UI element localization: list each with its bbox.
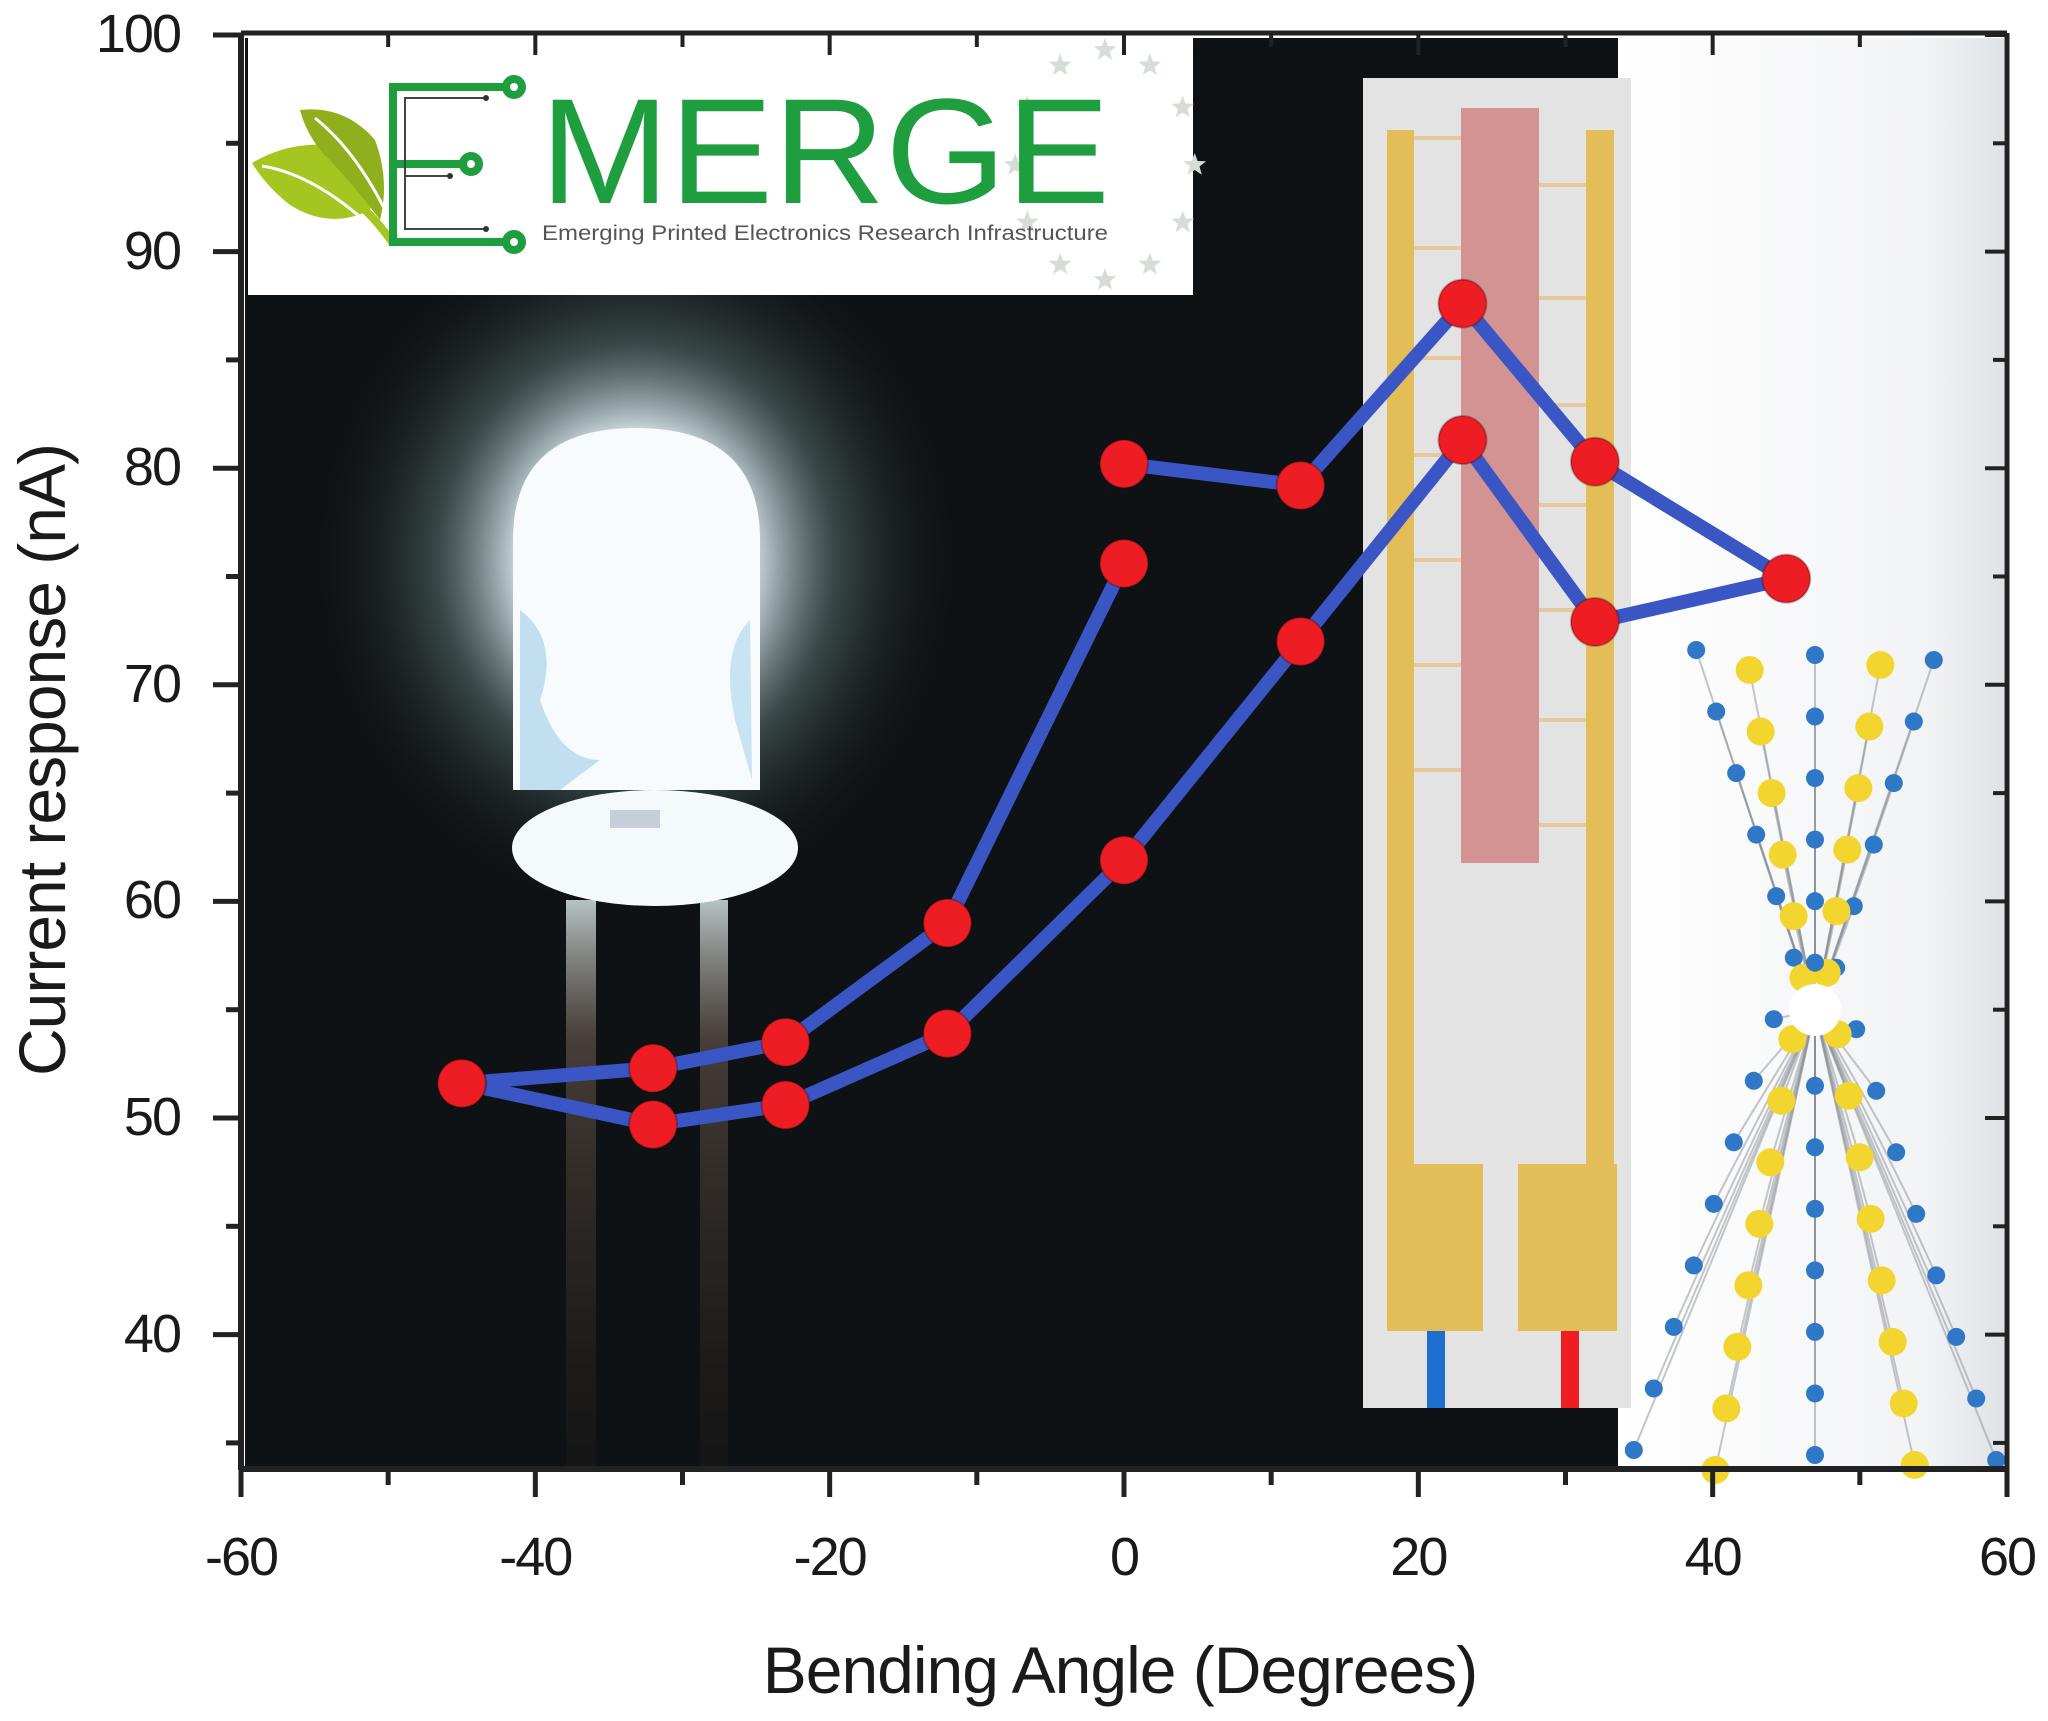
star-icon <box>1171 95 1195 118</box>
axis-ticks <box>213 32 2010 1497</box>
circuit-e-icon <box>389 75 526 254</box>
x-tick-label: -20 <box>793 1527 868 1587</box>
led-leg-right <box>700 900 728 1468</box>
crystal-background <box>1618 38 2004 1468</box>
led-rim <box>512 790 798 906</box>
star-icon <box>1015 95 1039 118</box>
y-tick-label: 100 <box>95 4 182 64</box>
leaf-icon <box>300 109 384 220</box>
data-point-marker <box>1569 436 1620 487</box>
data-point-marker <box>1275 460 1326 511</box>
emerge-logo: MERGE Emerging Printed Electronics Resea… <box>248 38 1207 295</box>
logo-brand-text: MERGE <box>540 67 1110 235</box>
led-dome <box>513 428 760 790</box>
logo-subtitle: Emerging Printed Electronics Research In… <box>542 222 1108 245</box>
sensor-strip <box>1363 78 1631 1408</box>
y-tick-label: 60 <box>123 870 182 931</box>
led-leg-left <box>566 900 596 1468</box>
x-tick-label: 60 <box>1978 1527 2037 1587</box>
wire-negative <box>1427 1331 1445 1408</box>
contact-pad-left <box>1387 1164 1483 1331</box>
y-tick-label: 90 <box>123 220 182 281</box>
star-icon <box>1048 53 1072 76</box>
star-icon <box>1171 210 1195 233</box>
star-icon <box>1183 153 1207 175</box>
y-tick-label: 50 <box>123 1087 182 1147</box>
data-point-marker <box>628 1043 679 1094</box>
electrode-right <box>1586 130 1614 1170</box>
data-point-marker <box>1761 553 1812 604</box>
data-point-marker <box>922 1008 973 1059</box>
star-icon <box>1138 53 1162 76</box>
crystal-structure <box>1624 641 2006 1484</box>
x-tick-label: 0 <box>1109 1527 1140 1587</box>
data-series <box>436 278 1812 1150</box>
x-tick-label: -60 <box>204 1527 279 1587</box>
data-point-marker <box>1099 835 1149 886</box>
data-point-marker <box>1275 616 1326 667</box>
eu-stars <box>1003 38 1207 290</box>
electrode-left <box>1387 130 1414 1170</box>
star-icon <box>1048 252 1072 275</box>
contact-pad-right <box>1518 1164 1617 1331</box>
x-tick-label: 40 <box>1684 1527 1743 1587</box>
data-point-marker <box>760 1017 811 1068</box>
data-point-marker <box>1099 538 1149 589</box>
data-point-marker <box>436 1058 487 1109</box>
star-icon <box>1093 268 1117 290</box>
data-point-marker <box>1437 278 1488 329</box>
data-point-marker <box>1099 438 1149 489</box>
data-point-marker <box>760 1080 811 1131</box>
star-icon <box>1003 153 1027 175</box>
x-axis-title: Bending Angle (Degrees) <box>762 1633 1478 1707</box>
data-point-marker <box>628 1099 679 1150</box>
star-icon <box>1138 252 1162 275</box>
x-tick-label: -40 <box>499 1527 573 1587</box>
data-point-marker <box>922 898 973 949</box>
y-tick-label: 70 <box>123 653 182 714</box>
wire-positive <box>1561 1331 1579 1408</box>
y-tick-label: 40 <box>123 1303 182 1364</box>
data-point-marker <box>1437 415 1488 466</box>
data-point-marker <box>1569 596 1620 647</box>
x-tick-label: 20 <box>1390 1527 1448 1587</box>
star-icon <box>1015 210 1039 233</box>
star-icon <box>1093 38 1117 60</box>
y-axis-title: Current response (nA) <box>5 444 79 1076</box>
y-tick-label: 80 <box>123 437 182 498</box>
